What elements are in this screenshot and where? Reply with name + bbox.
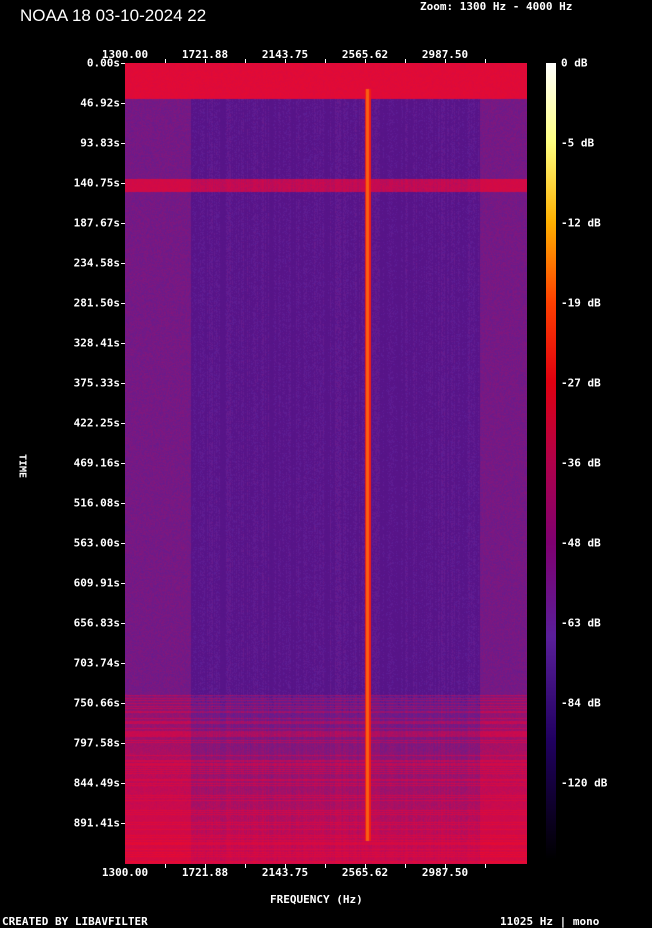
colorbar-tick-label: -5 dB <box>561 136 595 150</box>
y-tick-label: 469.16s <box>73 456 120 470</box>
y-tick-label: 563.00s <box>73 536 120 550</box>
colorbar-tick-label: -120 dB <box>561 776 608 790</box>
x-tick-mark <box>325 864 326 868</box>
x-tick-mark <box>285 864 286 868</box>
y-tick-mark <box>121 503 125 504</box>
y-tick-label: 750.66s <box>73 696 120 710</box>
x-tick-mark <box>445 59 446 63</box>
y-tick-mark <box>121 663 125 664</box>
y-tick-mark <box>121 223 125 224</box>
y-tick-label: 797.58s <box>73 736 120 750</box>
y-tick-label: 93.83s <box>80 136 120 150</box>
y-tick-label: 703.74s <box>73 656 120 670</box>
x-tick-mark <box>325 59 326 63</box>
y-tick-label: 140.75s <box>73 176 120 190</box>
y-tick-label: 422.25s <box>73 416 120 430</box>
y-tick-mark <box>121 143 125 144</box>
y-tick-label: 891.41s <box>73 816 120 830</box>
colorbar <box>546 63 556 860</box>
y-tick-label: 609.91s <box>73 576 120 590</box>
y-tick-mark <box>121 743 125 744</box>
x-tick-label-bottom: 2565.62 <box>341 866 389 879</box>
spectrogram-heatmap <box>125 63 527 864</box>
x-tick-label-top: 2143.75 <box>261 48 309 61</box>
x-tick-mark <box>165 59 166 63</box>
x-tick-label-bottom: 1721.88 <box>181 866 229 879</box>
colorbar-tick-label: -84 dB <box>561 696 601 710</box>
x-tick-label-top: 2987.50 <box>421 48 469 61</box>
y-tick-mark <box>121 343 125 344</box>
x-tick-label-top: 1721.88 <box>181 48 229 61</box>
y-tick-mark <box>121 623 125 624</box>
x-tick-mark <box>445 864 446 868</box>
colorbar-tick-label: -63 dB <box>561 616 601 630</box>
x-tick-mark <box>405 864 406 868</box>
zoom-range-label: Zoom: 1300 Hz - 4000 Hz <box>420 0 573 13</box>
x-tick-label-bottom: 2987.50 <box>421 866 469 879</box>
y-tick-mark <box>121 63 125 64</box>
y-tick-label: 281.50s <box>73 296 120 310</box>
colorbar-tick-label: -48 dB <box>561 536 601 550</box>
y-tick-label: 375.33s <box>73 376 120 390</box>
x-tick-mark <box>245 864 246 868</box>
x-tick-label-bottom: 2143.75 <box>261 866 309 879</box>
x-tick-mark <box>365 864 366 868</box>
y-tick-mark <box>121 703 125 704</box>
y-tick-mark <box>121 383 125 384</box>
x-tick-mark <box>205 59 206 63</box>
y-tick-mark <box>121 823 125 824</box>
y-tick-label: 844.49s <box>73 776 120 790</box>
x-tick-label-top: 1300.00 <box>101 48 149 61</box>
x-tick-mark <box>365 59 366 63</box>
x-tick-mark <box>485 59 486 63</box>
sample-info-label: 11025 Hz | mono <box>500 915 600 928</box>
y-tick-mark <box>121 423 125 424</box>
colorbar-tick-label: -27 dB <box>561 376 601 390</box>
x-tick-mark <box>485 864 486 868</box>
x-tick-label-bottom: 1300.00 <box>101 866 149 879</box>
colorbar-tick-label: -12 dB <box>561 216 601 230</box>
chart-title: NOAA 18 03-10-2024 22 <box>20 6 207 25</box>
colorbar-tick-label: 0 dB <box>561 56 588 70</box>
y-tick-mark <box>121 783 125 784</box>
x-tick-mark <box>405 59 406 63</box>
y-tick-label: 46.92s <box>80 96 120 110</box>
x-axis-label: FREQUENCY (Hz) <box>270 893 363 906</box>
y-tick-mark <box>121 583 125 584</box>
colorbar-tick-label: -36 dB <box>561 456 601 470</box>
x-tick-label-top: 2565.62 <box>341 48 389 61</box>
y-axis-label: TIME <box>16 453 28 479</box>
y-tick-label: 328.41s <box>73 336 120 350</box>
y-tick-label: 656.83s <box>73 616 120 630</box>
y-tick-label: 516.08s <box>73 496 120 510</box>
x-tick-mark <box>165 864 166 868</box>
y-tick-label: 234.58s <box>73 256 120 270</box>
y-tick-label: 187.67s <box>73 216 120 230</box>
y-tick-mark <box>121 103 125 104</box>
y-tick-mark <box>121 263 125 264</box>
y-tick-mark <box>121 463 125 464</box>
x-tick-mark <box>205 864 206 868</box>
x-tick-mark <box>285 59 286 63</box>
y-tick-mark <box>121 183 125 184</box>
x-tick-mark <box>245 59 246 63</box>
y-tick-mark <box>121 303 125 304</box>
y-tick-mark <box>121 543 125 544</box>
colorbar-tick-label: -19 dB <box>561 296 601 310</box>
y-tick-label: 0.00s <box>86 56 120 70</box>
created-by-label: CREATED BY LIBAVFILTER <box>2 915 148 928</box>
